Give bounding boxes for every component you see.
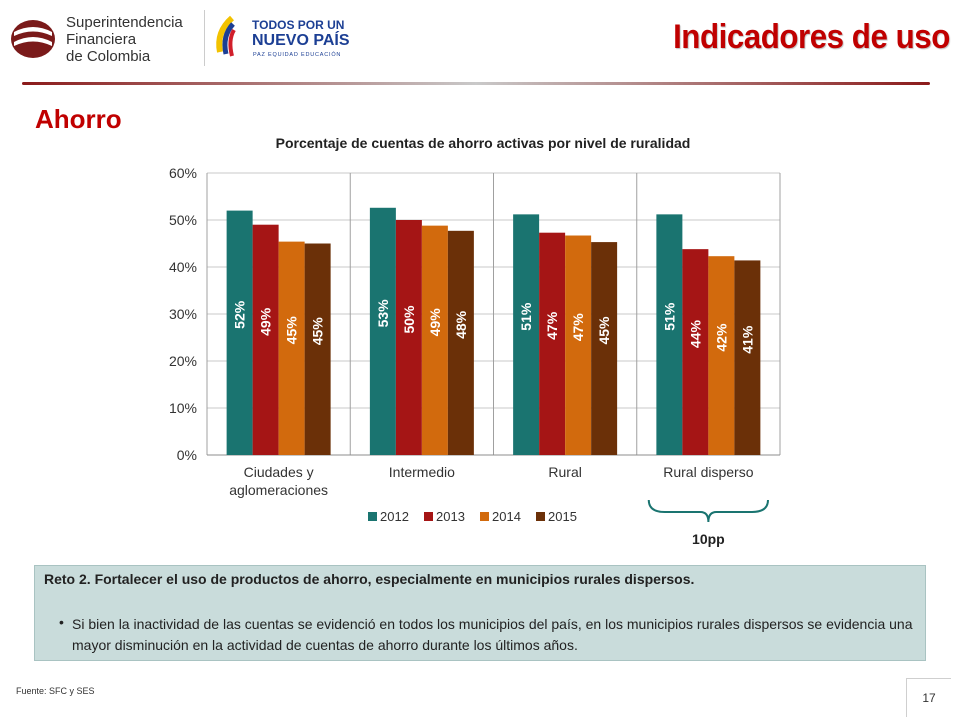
bar [252,224,279,455]
brace-bracket [647,499,769,523]
data-label: 45% [596,316,612,345]
bar [226,210,253,455]
y-tick-label: 0% [177,447,197,463]
page-number: 17 [922,691,936,705]
data-label: 49% [258,307,274,336]
bar [539,232,566,455]
bar-chart: 0% 10% 20% 30% 40% 50% 60% 52% 49% 45% 45% Ciudades… [169,165,781,547]
org-name: Superintendencia Financiera de Colombia [66,14,183,65]
y-tick-label: 50% [169,212,197,228]
data-label: 52% [232,300,248,329]
x-category-label: Intermedio [389,464,455,480]
government-logo: TODOS POR UN NUEVO PAÍS PAZ EQUIDAD EDUC… [212,10,352,68]
data-label: 44% [687,320,703,349]
x-category-label: aglomeraciones [229,482,328,498]
legend-label: 2015 [548,509,577,524]
bar [447,230,474,455]
sfc-emblem-icon [11,20,55,58]
bar [395,220,422,455]
data-label: 53% [375,299,391,328]
gov-logo-line-2: NUEVO PAÍS [252,32,350,49]
data-label: 47% [570,313,586,342]
bar [656,214,683,455]
data-label: 51% [518,302,534,331]
legend-label: 2014 [492,509,521,524]
bar [734,260,761,455]
legend-label: 2013 [436,509,465,524]
bar [591,242,618,455]
gov-logo-line-1: TODOS POR UN [252,18,345,32]
data-label: 41% [739,325,755,354]
sfc-logo: Superintendencia Financiera de Colombia [8,10,205,68]
x-category-label: Ciudades y [244,464,314,480]
data-label: 45% [284,316,300,345]
chart-title: Porcentaje de cuentas de ahorro activas … [275,135,691,151]
logo-divider [204,10,205,66]
annotation-label: 10pp [692,531,725,547]
data-label: 42% [713,323,729,352]
bullet-marker: • [59,614,64,630]
source-note: Fuente: SFC y SES [16,686,95,696]
y-tick-label: 30% [169,306,197,322]
bar [708,256,735,455]
data-label: 47% [544,311,560,340]
bar [421,225,448,455]
header-rule [22,82,930,85]
bar [565,235,592,455]
y-tick-label: 60% [169,165,197,181]
bar [513,214,540,455]
gov-logo-tagline: PAZ EQUIDAD EDUCACIÓN [253,52,342,58]
callout-box: Reto 2. Fortalecer el uso de productos d… [34,565,926,661]
bar [369,207,396,455]
bar [304,243,331,455]
x-category-label: Rural [548,464,581,480]
slide-title: Indicadores de uso [673,18,950,56]
legend-swatch [368,512,377,521]
legend-swatch [480,512,489,521]
data-label: 45% [310,317,326,346]
y-tick-label: 10% [169,400,197,416]
callout-heading: Reto 2. Fortalecer el uso de productos d… [44,571,695,587]
colombia-flag-emblem-icon [216,15,236,57]
y-tick-label: 20% [169,353,197,369]
legend-label: 2012 [380,509,409,524]
callout-text: Si bien la inactividad de las cuentas se… [72,616,913,653]
x-category-label: Rural disperso [663,464,753,480]
page-number-box: 17 [906,678,951,717]
data-label: 51% [661,302,677,331]
legend-swatch [536,512,545,521]
bar [682,249,709,455]
y-tick-label: 40% [169,259,197,275]
data-label: 50% [401,305,417,334]
legend-swatch [424,512,433,521]
data-label: 49% [427,308,443,337]
data-label: 48% [453,310,469,339]
bar [278,241,305,455]
section-title: Ahorro [35,104,122,134]
